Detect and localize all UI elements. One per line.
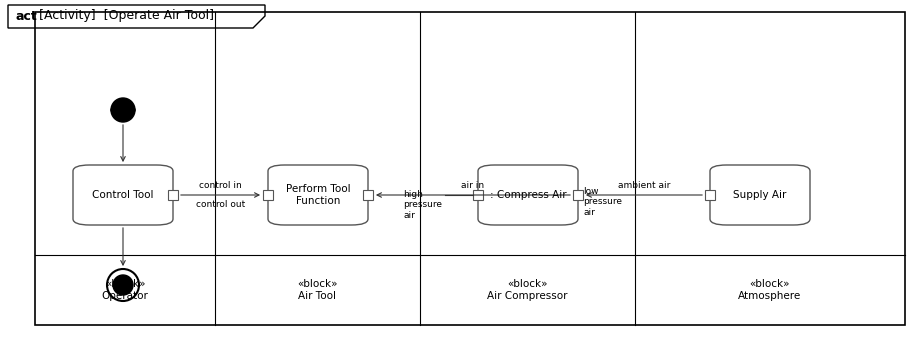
Text: low
pressure
air: low pressure air bbox=[583, 187, 621, 217]
Text: «block»
Operator: «block» Operator bbox=[101, 279, 148, 301]
Text: high
pressure
air: high pressure air bbox=[403, 190, 441, 220]
Bar bbox=[573, 190, 583, 200]
Ellipse shape bbox=[113, 275, 133, 295]
FancyBboxPatch shape bbox=[709, 165, 809, 225]
Text: Control Tool: Control Tool bbox=[92, 190, 153, 200]
Text: «block»
Atmosphere: «block» Atmosphere bbox=[738, 279, 800, 301]
Bar bbox=[363, 190, 372, 200]
Text: act: act bbox=[16, 10, 38, 22]
Text: air in: air in bbox=[461, 181, 484, 190]
Text: control in: control in bbox=[199, 181, 242, 190]
FancyBboxPatch shape bbox=[73, 165, 173, 225]
Bar bbox=[472, 190, 482, 200]
FancyBboxPatch shape bbox=[478, 165, 577, 225]
Bar bbox=[168, 190, 177, 200]
Circle shape bbox=[111, 105, 135, 115]
Bar bbox=[263, 190, 273, 200]
FancyBboxPatch shape bbox=[267, 165, 368, 225]
Text: Perform Tool
Function: Perform Tool Function bbox=[286, 184, 350, 206]
Text: [Activity]  [Operate Air Tool]: [Activity] [Operate Air Tool] bbox=[35, 10, 214, 22]
Text: : Compress Air: : Compress Air bbox=[489, 190, 566, 200]
Text: Supply Air: Supply Air bbox=[732, 190, 786, 200]
Text: ambient air: ambient air bbox=[618, 181, 669, 190]
Text: «block»
Air Tool: «block» Air Tool bbox=[297, 279, 337, 301]
Text: control out: control out bbox=[196, 200, 244, 209]
Bar bbox=[704, 190, 714, 200]
Text: «block»
Air Compressor: «block» Air Compressor bbox=[487, 279, 567, 301]
Ellipse shape bbox=[111, 98, 135, 122]
